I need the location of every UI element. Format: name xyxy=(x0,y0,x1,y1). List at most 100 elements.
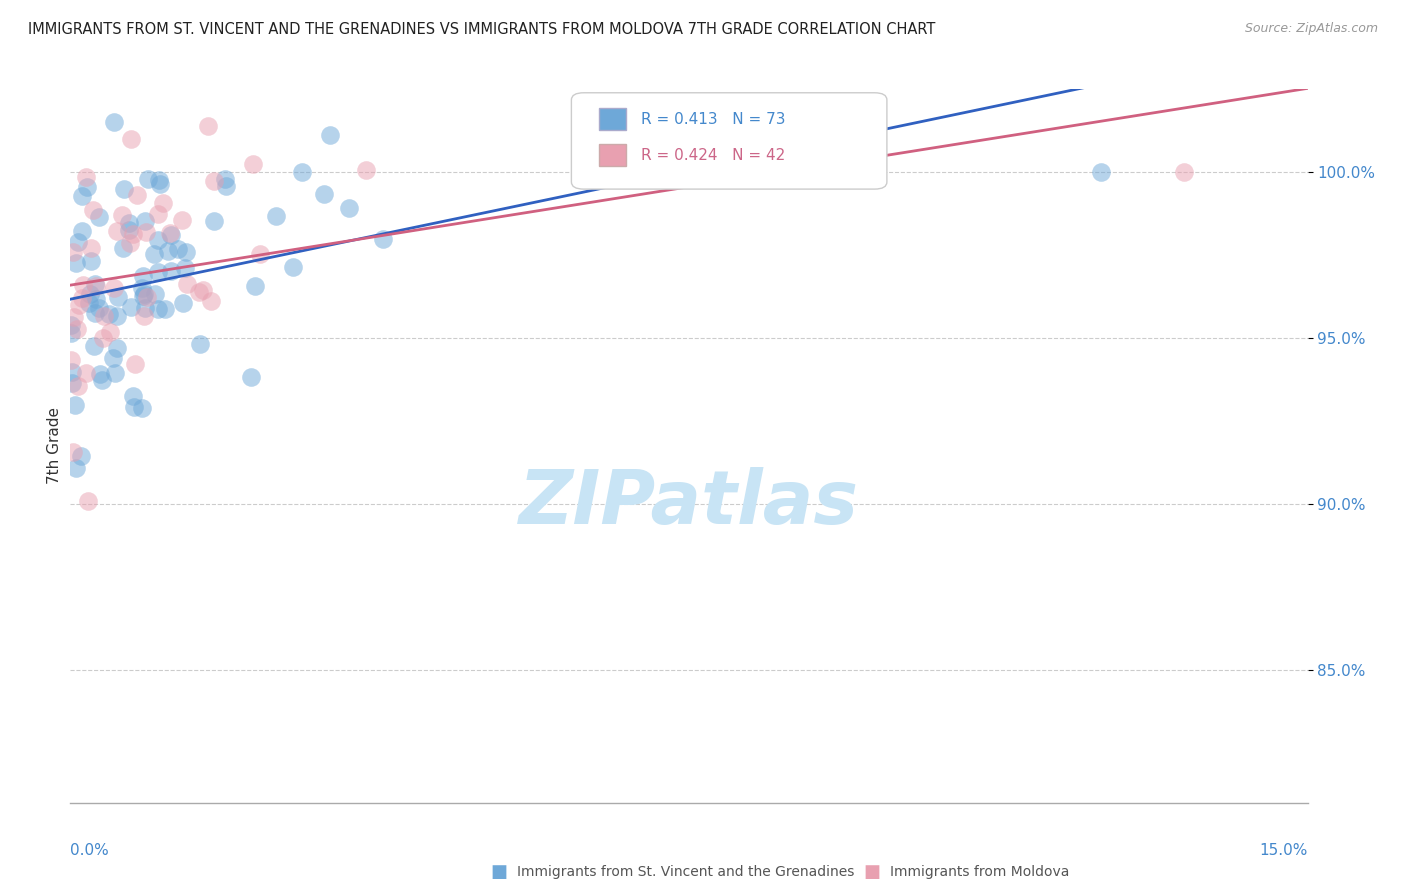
Bar xyxy=(599,144,626,166)
Point xyxy=(249,247,271,261)
Point xyxy=(354,163,377,178)
Point xyxy=(240,370,263,384)
Text: Source: ZipAtlas.com: Source: ZipAtlas.com xyxy=(1244,22,1378,36)
Point xyxy=(264,209,287,223)
Point xyxy=(120,236,142,251)
Point xyxy=(66,322,89,336)
Point xyxy=(121,227,143,242)
Point xyxy=(148,234,170,248)
Point xyxy=(167,242,190,256)
Point xyxy=(312,187,335,202)
Point xyxy=(143,287,166,301)
Point xyxy=(131,401,153,415)
Text: ZIPatlas: ZIPatlas xyxy=(519,467,859,540)
Point xyxy=(91,331,114,345)
Point xyxy=(60,326,83,340)
Point xyxy=(107,289,129,303)
Point xyxy=(146,302,169,317)
Point xyxy=(134,214,156,228)
Point xyxy=(65,461,87,475)
Point xyxy=(66,379,89,393)
Point xyxy=(188,285,211,300)
Text: R = 0.424   N = 42: R = 0.424 N = 42 xyxy=(641,148,785,163)
Text: IMMIGRANTS FROM ST. VINCENT AND THE GRENADINES VS IMMIGRANTS FROM MOLDOVA 7TH GR: IMMIGRANTS FROM ST. VINCENT AND THE GREN… xyxy=(28,22,935,37)
Point xyxy=(77,494,100,508)
Point xyxy=(172,296,194,310)
Point xyxy=(87,210,110,224)
Point xyxy=(80,254,103,268)
Point xyxy=(200,293,222,308)
Point xyxy=(80,241,103,255)
Point xyxy=(105,341,128,355)
Point xyxy=(111,241,134,255)
Point xyxy=(204,214,226,228)
Point xyxy=(148,207,170,221)
Point xyxy=(103,115,125,129)
Point xyxy=(174,244,197,259)
Point xyxy=(136,171,159,186)
Point xyxy=(122,400,145,414)
Text: 15.0%: 15.0% xyxy=(1260,843,1308,857)
Point xyxy=(72,224,94,238)
Point xyxy=(136,290,159,304)
Point xyxy=(84,279,107,293)
Point xyxy=(103,280,125,294)
Point xyxy=(124,357,146,371)
Point xyxy=(146,265,169,279)
Point xyxy=(245,279,267,293)
Point xyxy=(75,170,97,185)
Point xyxy=(65,398,87,412)
Point xyxy=(214,171,236,186)
Point xyxy=(152,195,174,210)
Point xyxy=(202,174,225,188)
Point xyxy=(83,339,105,353)
FancyBboxPatch shape xyxy=(571,93,887,189)
Text: Immigrants from Moldova: Immigrants from Moldova xyxy=(890,865,1070,880)
Point xyxy=(59,318,82,333)
Point xyxy=(134,286,156,301)
Point xyxy=(1173,165,1195,179)
Point xyxy=(89,301,111,315)
Point xyxy=(105,224,128,238)
Point xyxy=(93,309,115,323)
Point xyxy=(67,298,90,312)
Point xyxy=(131,280,153,294)
Point xyxy=(160,228,183,243)
Bar xyxy=(599,108,626,130)
Point xyxy=(82,202,104,217)
Point xyxy=(104,366,127,380)
Point xyxy=(120,300,142,314)
Point xyxy=(62,376,84,390)
Point xyxy=(62,444,84,458)
Point xyxy=(242,156,264,170)
Point xyxy=(143,247,166,261)
Point xyxy=(197,119,219,133)
Point xyxy=(159,226,181,240)
Point xyxy=(72,277,94,292)
Point xyxy=(84,277,107,291)
Point xyxy=(174,261,197,276)
Point xyxy=(84,306,107,320)
Point xyxy=(65,256,87,270)
Point xyxy=(69,449,91,463)
Point xyxy=(70,188,93,202)
Point xyxy=(98,325,121,339)
Point xyxy=(122,389,145,403)
Point xyxy=(112,182,135,196)
Point xyxy=(215,179,238,194)
Point xyxy=(135,225,157,239)
Point xyxy=(111,208,134,222)
Text: ■: ■ xyxy=(863,863,880,881)
Point xyxy=(339,202,361,216)
Point xyxy=(60,365,83,379)
Point xyxy=(79,287,101,301)
Point xyxy=(134,310,156,324)
Point xyxy=(132,268,155,283)
Point xyxy=(318,128,340,142)
Point xyxy=(149,177,172,191)
Point xyxy=(91,374,114,388)
Point xyxy=(67,235,90,250)
Point xyxy=(118,223,141,237)
Point xyxy=(117,216,139,230)
Y-axis label: 7th Grade: 7th Grade xyxy=(46,408,62,484)
